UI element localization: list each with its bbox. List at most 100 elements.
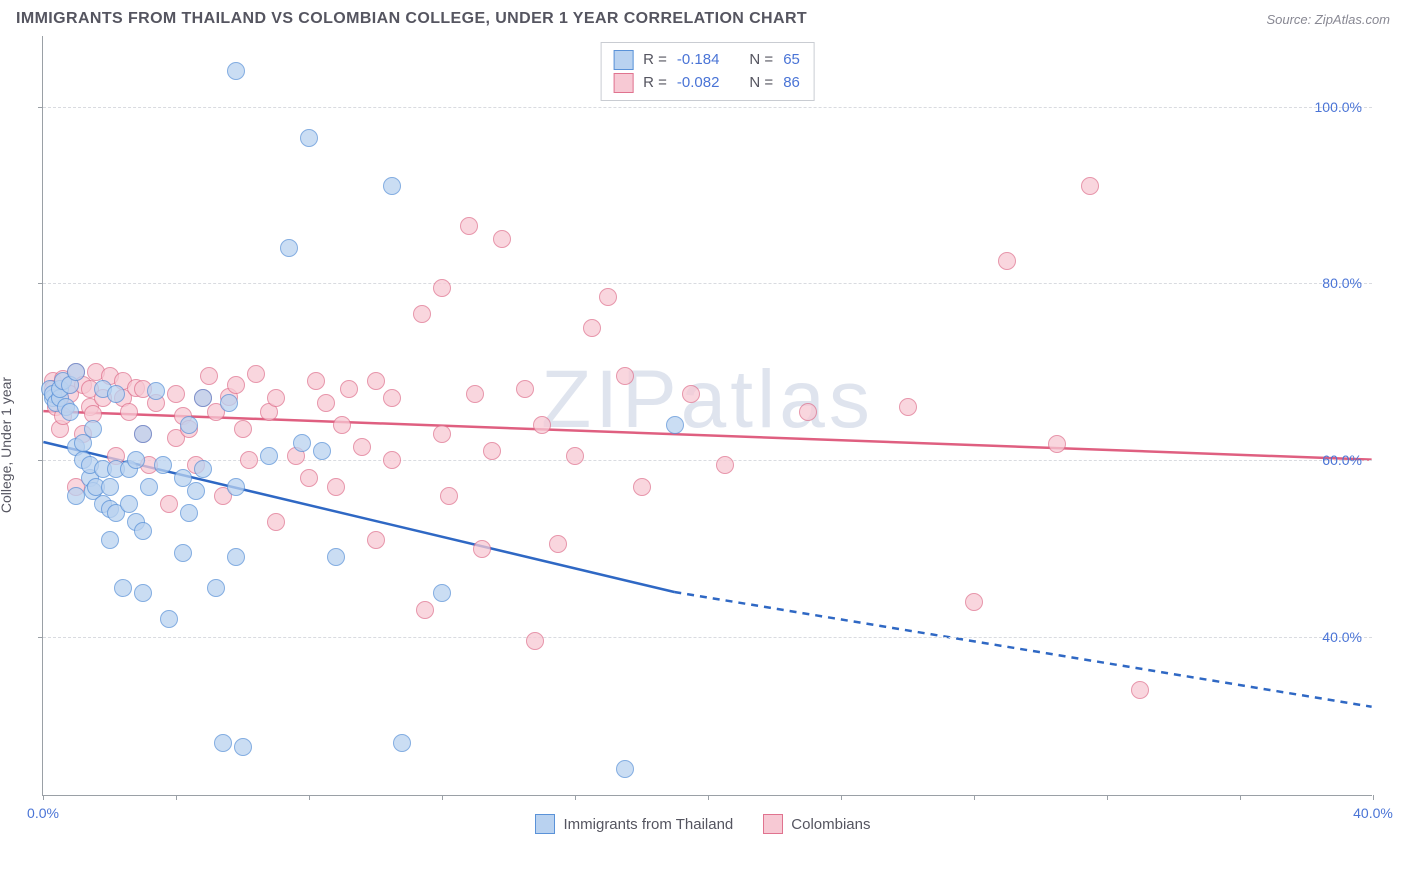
scatter-point [433, 425, 451, 443]
scatter-point [327, 478, 345, 496]
scatter-point [260, 447, 278, 465]
series-legend: Immigrants from Thailand Colombians [0, 814, 1406, 834]
scatter-point [1131, 681, 1149, 699]
scatter-point [383, 451, 401, 469]
scatter-point [227, 376, 245, 394]
y-tick-label: 80.0% [1322, 275, 1362, 291]
scatter-point [140, 478, 158, 496]
legend-row-series-1: R = -0.184 N = 65 [613, 49, 800, 72]
scatter-point [616, 367, 634, 385]
scatter-point [227, 478, 245, 496]
scatter-point [483, 442, 501, 460]
scatter-point [313, 442, 331, 460]
scatter-point [307, 372, 325, 390]
scatter-point [134, 425, 152, 443]
n-value-2: 86 [783, 72, 800, 95]
gridline [43, 283, 1372, 284]
scatter-point [526, 632, 544, 650]
scatter-point [716, 456, 734, 474]
scatter-point [416, 601, 434, 619]
scatter-point [167, 385, 185, 403]
chart-title: IMMIGRANTS FROM THAILAND VS COLOMBIAN CO… [16, 10, 807, 28]
scatter-point [154, 456, 172, 474]
scatter-point [433, 584, 451, 602]
y-tick-label: 100.0% [1315, 99, 1362, 115]
scatter-point [180, 416, 198, 434]
scatter-point [120, 403, 138, 421]
scatter-point [194, 389, 212, 407]
scatter-point [247, 365, 265, 383]
r-value-2: -0.082 [677, 72, 720, 95]
scatter-point [383, 177, 401, 195]
scatter-point [599, 288, 617, 306]
scatter-point [633, 478, 651, 496]
scatter-point [160, 610, 178, 628]
series-2-name: Colombians [791, 816, 870, 833]
scatter-point [67, 487, 85, 505]
scatter-point [180, 504, 198, 522]
r-label: R = [643, 49, 667, 72]
scatter-point [433, 279, 451, 297]
scatter-point [187, 482, 205, 500]
scatter-point [61, 403, 79, 421]
swatch-series-2 [613, 73, 633, 93]
scatter-point [134, 522, 152, 540]
swatch-series-2 [763, 814, 783, 834]
scatter-point [682, 385, 700, 403]
scatter-point [799, 403, 817, 421]
scatter-point [327, 548, 345, 566]
legend-row-series-2: R = -0.082 N = 86 [613, 72, 800, 95]
scatter-point [160, 495, 178, 513]
scatter-point [1081, 177, 1099, 195]
scatter-point [67, 363, 85, 381]
scatter-point [666, 416, 684, 434]
gridline [43, 637, 1372, 638]
scatter-point [300, 469, 318, 487]
plot-area: ZIPatlas R = -0.184 N = 65 R = -0.082 N … [42, 36, 1372, 796]
scatter-point [114, 579, 132, 597]
scatter-point [413, 305, 431, 323]
scatter-point [120, 495, 138, 513]
watermark: ZIPatlas [541, 353, 874, 447]
scatter-point [101, 478, 119, 496]
scatter-point [267, 389, 285, 407]
n-label: N = [749, 72, 773, 95]
scatter-point [340, 380, 358, 398]
scatter-point [460, 217, 478, 235]
swatch-series-1 [613, 50, 633, 70]
swatch-series-1 [535, 814, 555, 834]
scatter-point [84, 420, 102, 438]
scatter-point [533, 416, 551, 434]
scatter-point [194, 460, 212, 478]
scatter-point [317, 394, 335, 412]
correlation-legend: R = -0.184 N = 65 R = -0.082 N = 86 [600, 42, 815, 101]
scatter-point [353, 438, 371, 456]
regression-lines [43, 36, 1372, 795]
scatter-point [473, 540, 491, 558]
scatter-point [227, 62, 245, 80]
scatter-point [383, 389, 401, 407]
scatter-point [280, 239, 298, 257]
source-label: Source: ZipAtlas.com [1266, 12, 1390, 27]
y-tick-label: 40.0% [1322, 629, 1362, 645]
scatter-point [267, 513, 285, 531]
scatter-point [147, 382, 165, 400]
scatter-point [566, 447, 584, 465]
scatter-point [234, 420, 252, 438]
scatter-point [240, 451, 258, 469]
scatter-point [300, 129, 318, 147]
scatter-point [127, 451, 145, 469]
scatter-point [440, 487, 458, 505]
scatter-point [493, 230, 511, 248]
scatter-point [220, 394, 238, 412]
scatter-point [616, 760, 634, 778]
scatter-point [207, 579, 225, 597]
scatter-point [174, 544, 192, 562]
scatter-point [107, 385, 125, 403]
legend-item-2: Colombians [763, 814, 870, 834]
r-label: R = [643, 72, 667, 95]
gridline [43, 107, 1372, 108]
scatter-point [549, 535, 567, 553]
scatter-point [393, 734, 411, 752]
series-1-name: Immigrants from Thailand [563, 816, 733, 833]
